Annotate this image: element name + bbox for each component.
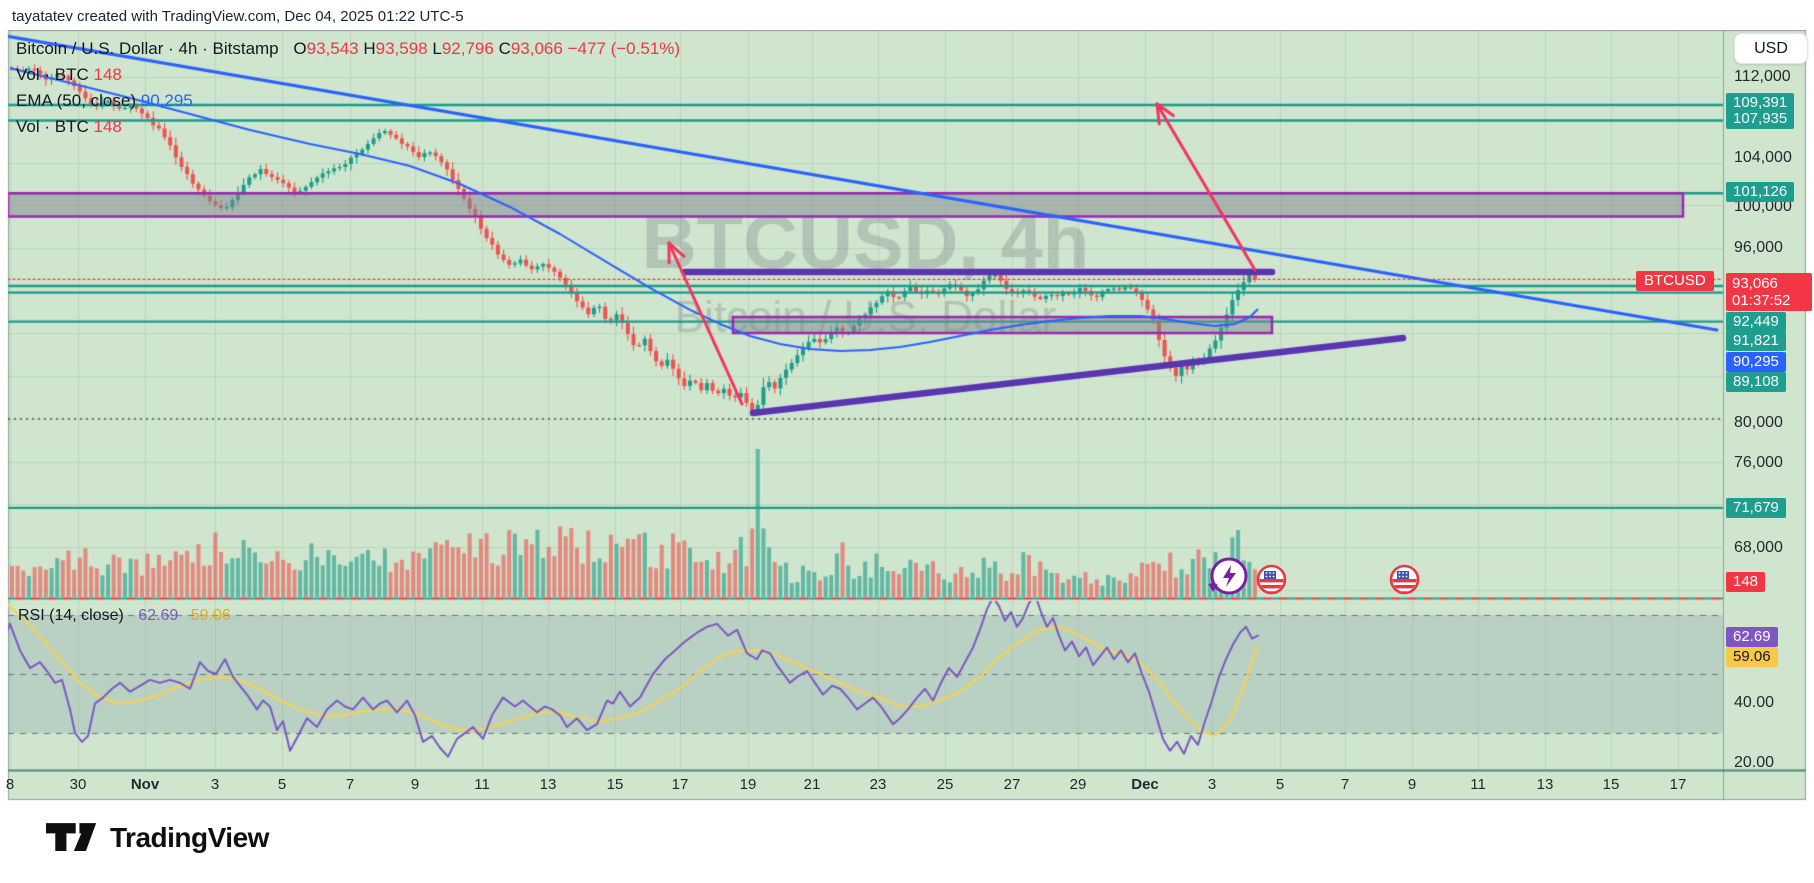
price-tick: 76,000 — [1734, 454, 1783, 471]
legend-symbol-row: Bitcoin / U.S. Dollar · 4h · Bitstamp O9… — [16, 36, 680, 62]
credit-text: tayatatev created with TradingView.com, … — [12, 8, 464, 25]
tradingview-logo-text: TradingView — [110, 822, 269, 853]
legend-volume-row-1: Vol · BTC 148 — [16, 65, 122, 84]
price-level-label: 62.69 — [1726, 627, 1778, 647]
rsi-legend: RSI (14, close) 62.69 59.06 — [18, 607, 231, 625]
time-tick: 3 — [210, 776, 220, 793]
tradingview-logo-icon — [46, 823, 97, 851]
time-tick: Dec — [1131, 776, 1159, 793]
time-tick: 19 — [739, 776, 757, 793]
time-tick: 7 — [1340, 776, 1350, 793]
time-tick: 9 — [1407, 776, 1417, 793]
time-tick: 17 — [671, 776, 689, 793]
us-flag-event-icon[interactable] — [1389, 564, 1420, 600]
tradingview-logo[interactable]: TradingView — [46, 821, 269, 855]
time-tick: 8 — [5, 776, 15, 793]
time-tick: 27 — [1003, 776, 1021, 793]
footer-bar: TradingView — [0, 801, 1814, 883]
rsi-value: 62.69 — [138, 607, 179, 624]
symbol-title[interactable]: Bitcoin / U.S. Dollar · 4h · Bitstamp — [16, 39, 279, 58]
time-tick: 9 — [410, 776, 420, 793]
price-level-label: 91,821 — [1726, 331, 1786, 351]
ohlc-low: L92,796 — [432, 39, 494, 58]
price-level-label: 107,935 — [1726, 109, 1795, 129]
time-tick: 15 — [1602, 776, 1620, 793]
time-tick: 7 — [345, 776, 355, 793]
current-price-value: 93,066 — [1732, 275, 1778, 292]
time-axis[interactable]: 8 30 Nov 3 5 7 9 11 13 15 17 19 21 23 25 27 29 Dec 3 5 7 9 11 1… — [5, 770, 1723, 800]
change-value: −477 (−0.51%) — [567, 39, 681, 58]
price-tick: 80,000 — [1734, 414, 1783, 431]
us-flag-event-icon[interactable] — [1256, 564, 1287, 600]
time-tick: 15 — [606, 776, 624, 793]
price-level-label: 92,449 — [1726, 312, 1786, 332]
time-tick: 21 — [803, 776, 821, 793]
price-tick: 40.00 — [1734, 694, 1775, 711]
symbol-price-tag: BTCUSD — [1636, 271, 1714, 291]
price-tick: 100,000 — [1734, 198, 1792, 215]
current-price-label: 93,066 01:37:52 — [1726, 273, 1812, 311]
time-tick: 13 — [539, 776, 557, 793]
price-tick: 20.00 — [1734, 754, 1775, 771]
price-tick: 112,000 — [1734, 68, 1791, 85]
lightning-event-icon[interactable] — [1205, 556, 1249, 605]
time-tick: 3 — [1207, 776, 1217, 793]
rsi-label[interactable]: RSI (14, close) — [18, 607, 124, 624]
time-tick: 17 — [1669, 776, 1687, 793]
price-level-label: 71,679 — [1726, 498, 1786, 518]
time-tick: Nov — [130, 776, 160, 793]
time-tick: 30 — [69, 776, 87, 793]
time-tick: 29 — [1069, 776, 1087, 793]
price-level-label: 109,391 — [1726, 93, 1795, 113]
ohlc-high: H93,598 — [363, 39, 428, 58]
time-tick: 13 — [1536, 776, 1554, 793]
time-tick: 11 — [1470, 776, 1486, 793]
legend-volume-row-2: Vol · BTC 148 — [16, 117, 122, 136]
price-level-label: 89,108 — [1726, 372, 1786, 392]
time-tick: 25 — [936, 776, 954, 793]
currency-usd-button[interactable]: USD — [1734, 33, 1808, 64]
price-level-label: 148 — [1726, 572, 1766, 592]
price-level-label: 59.06 — [1726, 647, 1778, 667]
time-tick: 23 — [869, 776, 887, 793]
price-tick: 104,000 — [1734, 149, 1792, 166]
price-tick: 68,000 — [1734, 539, 1783, 556]
bar-countdown: 01:37:52 — [1732, 292, 1791, 309]
ohlc-open: O93,543 — [293, 39, 359, 58]
ohlc-close: C93,066 — [498, 39, 563, 58]
chart-legend: Bitcoin / U.S. Dollar · 4h · Bitstamp O9… — [16, 36, 680, 140]
price-tick: 96,000 — [1734, 239, 1783, 256]
time-tick: 5 — [277, 776, 287, 793]
legend-ema-row: EMA (50, close) 90,295 — [16, 91, 193, 110]
price-level-label: 90,295 — [1726, 352, 1786, 372]
price-level-label: 101,126 — [1726, 182, 1795, 202]
rsi-ma-value: 59.06 — [190, 607, 231, 624]
time-tick: 5 — [1275, 776, 1285, 793]
credit-bar: tayatatev created with TradingView.com, … — [0, 0, 1814, 30]
time-tick: 11 — [474, 776, 490, 793]
price-axis[interactable]: 93,066 01:37:52 112,000 104,000 100,000 96,… — [1724, 30, 1814, 771]
